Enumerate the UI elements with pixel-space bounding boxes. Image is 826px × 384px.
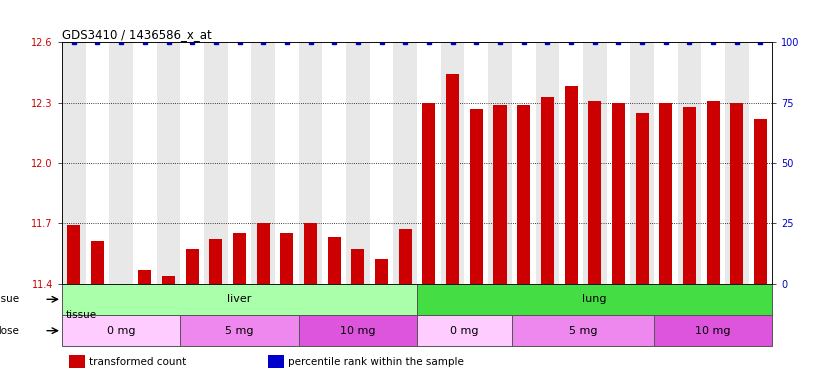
Bar xyxy=(488,42,512,284)
Bar xyxy=(748,42,772,284)
Bar xyxy=(351,250,364,284)
Bar xyxy=(62,315,180,346)
Bar xyxy=(251,42,275,284)
Bar xyxy=(564,86,577,284)
Bar xyxy=(186,250,199,284)
Bar xyxy=(517,104,530,284)
Bar xyxy=(133,42,157,284)
Text: lung: lung xyxy=(582,294,607,304)
Bar xyxy=(157,42,180,284)
Bar xyxy=(228,42,251,284)
Text: transformed count: transformed count xyxy=(89,357,186,367)
Bar xyxy=(535,42,559,284)
Bar xyxy=(541,96,554,284)
Bar xyxy=(209,239,222,284)
Bar xyxy=(659,103,672,284)
Bar xyxy=(86,42,109,284)
Bar xyxy=(162,276,175,284)
Bar xyxy=(512,42,535,284)
Bar xyxy=(677,42,701,284)
Bar xyxy=(328,237,341,284)
Bar xyxy=(754,119,767,284)
Bar xyxy=(233,233,246,284)
Text: 5 mg: 5 mg xyxy=(568,326,597,336)
Bar xyxy=(180,42,204,284)
Bar xyxy=(304,223,317,284)
Bar xyxy=(322,42,346,284)
Bar xyxy=(180,315,299,346)
Bar xyxy=(417,42,441,284)
Bar xyxy=(470,109,483,284)
Bar xyxy=(67,225,80,284)
Bar xyxy=(654,42,677,284)
Bar xyxy=(138,270,151,284)
Bar xyxy=(346,42,370,284)
Bar xyxy=(109,42,133,284)
Text: 0 mg: 0 mg xyxy=(107,326,135,336)
Text: tissue: tissue xyxy=(65,310,97,320)
Bar xyxy=(730,103,743,284)
Bar xyxy=(464,42,488,284)
Text: percentile rank within the sample: percentile rank within the sample xyxy=(287,357,463,367)
Bar xyxy=(370,42,393,284)
Bar xyxy=(588,101,601,284)
Text: tissue: tissue xyxy=(0,294,19,304)
Bar xyxy=(706,101,719,284)
Text: dose: dose xyxy=(0,326,19,336)
Bar xyxy=(512,315,654,346)
Text: GDS3410 / 1436586_x_at: GDS3410 / 1436586_x_at xyxy=(62,28,211,41)
Bar xyxy=(62,42,86,284)
Bar xyxy=(493,104,506,284)
Bar xyxy=(91,242,104,284)
Bar xyxy=(583,42,606,284)
Bar xyxy=(393,42,417,284)
Text: 10 mg: 10 mg xyxy=(340,326,376,336)
Bar xyxy=(417,315,512,346)
Bar xyxy=(446,74,459,284)
Bar xyxy=(683,107,696,284)
Bar xyxy=(612,103,625,284)
Bar xyxy=(204,42,228,284)
Bar xyxy=(257,223,270,284)
Bar xyxy=(399,229,412,284)
Bar xyxy=(654,315,772,346)
Text: liver: liver xyxy=(227,294,252,304)
Bar xyxy=(280,233,293,284)
Text: 10 mg: 10 mg xyxy=(695,326,731,336)
Bar xyxy=(441,42,464,284)
Bar xyxy=(268,356,283,368)
Text: 5 mg: 5 mg xyxy=(225,326,254,336)
Bar xyxy=(417,284,772,315)
Bar xyxy=(630,42,654,284)
Text: 0 mg: 0 mg xyxy=(450,326,479,336)
Bar xyxy=(559,42,583,284)
Bar xyxy=(62,284,417,315)
Bar xyxy=(375,260,388,284)
Bar xyxy=(299,315,417,346)
Bar xyxy=(275,42,299,284)
Bar xyxy=(725,42,748,284)
Bar xyxy=(635,113,648,284)
Bar xyxy=(422,103,435,284)
Bar xyxy=(299,42,322,284)
Bar xyxy=(606,42,630,284)
Bar xyxy=(701,42,725,284)
Bar xyxy=(69,356,85,368)
